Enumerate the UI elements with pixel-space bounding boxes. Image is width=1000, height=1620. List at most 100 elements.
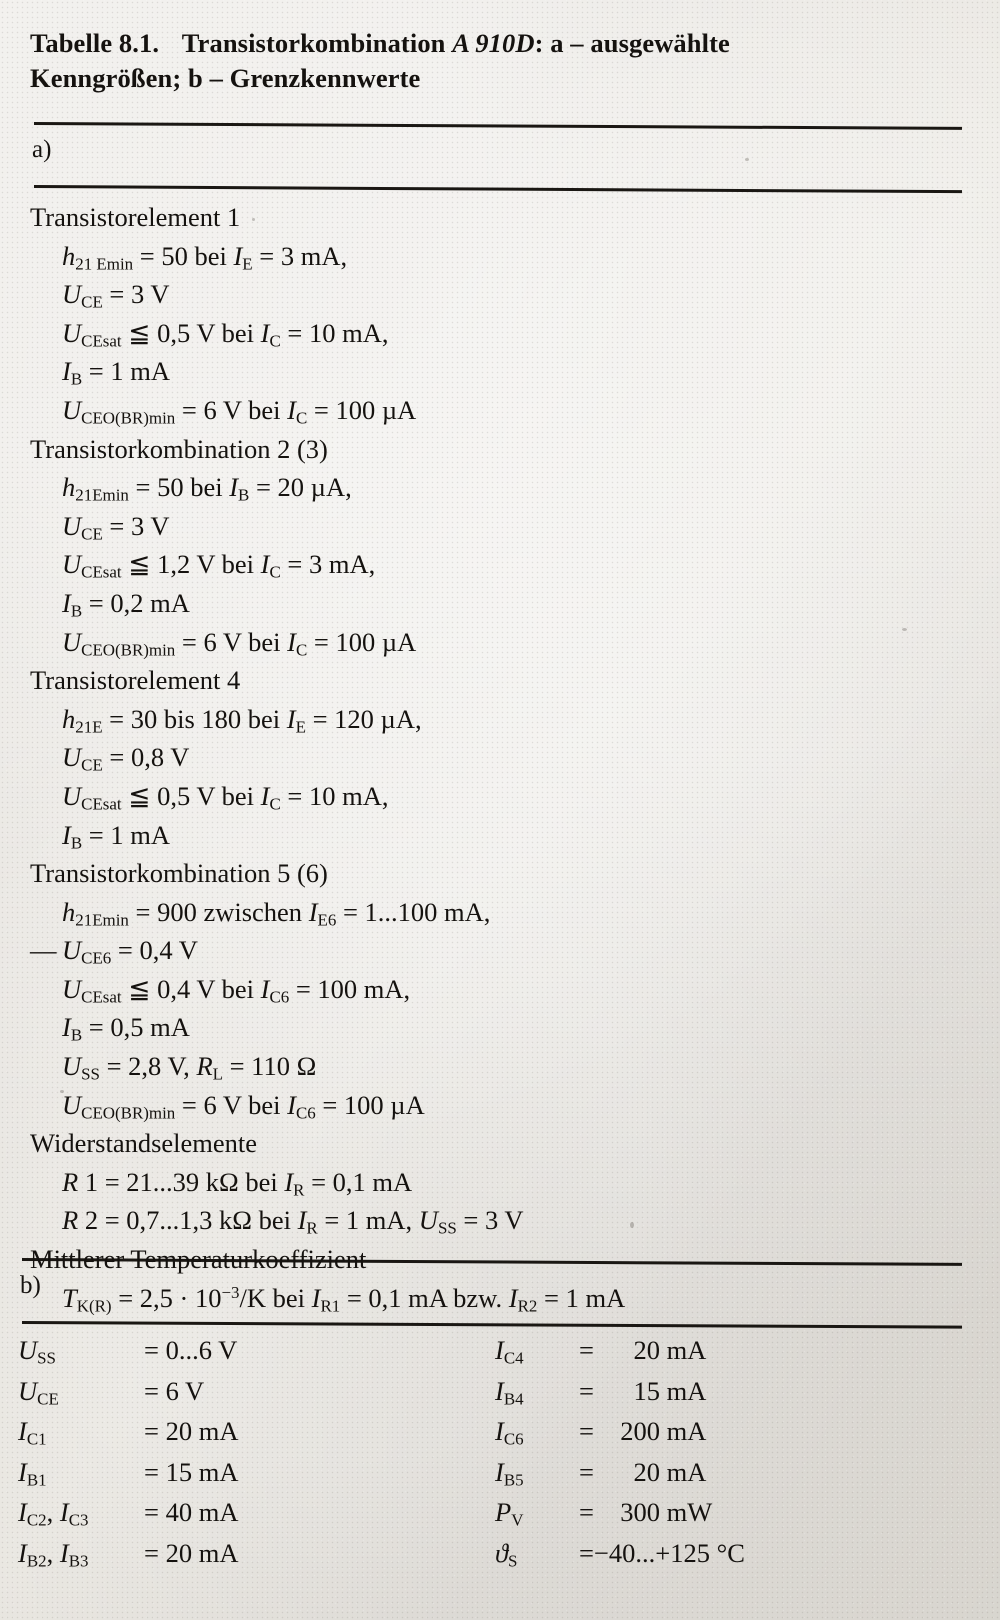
part-b-left-column: USS = 0...6 V UCE = 6 V IC1 = 20 mA IB1 = 15 mA… <box>18 1330 238 1573</box>
row-value: 40 mA <box>165 1497 239 1527</box>
parameter-line: h21Emin = 900 zwischen IE6 = 1...100 mA, <box>62 896 491 930</box>
variable-symbol: I <box>286 703 296 734</box>
subscript: R <box>293 1180 305 1200</box>
row-symbol: IB2, IB3 <box>18 1537 89 1571</box>
subscript: CEO(BR)min <box>81 1103 176 1123</box>
variable-symbol: I <box>260 973 270 1004</box>
subscript: C <box>269 794 281 814</box>
subscript: C <box>295 408 308 428</box>
parameter-line: UCE = 3 V <box>62 510 170 544</box>
variable-symbol: I <box>18 1456 27 1487</box>
variable-symbol: I <box>260 780 270 811</box>
parameter-line: TK(R) = 2,5 · 10−3/K bei IR1 = 0,1 mA bz… <box>62 1282 626 1316</box>
equals-sign: = <box>579 1335 594 1365</box>
row-unit: mA <box>659 1416 707 1446</box>
subscript: SS <box>37 1348 56 1368</box>
variable-symbol: I <box>62 356 71 387</box>
equals-sign: = <box>144 1497 166 1527</box>
row-symbol: USS <box>18 1330 144 1371</box>
row-number: 300 <box>620 1497 660 1527</box>
variable-symbol: U <box>62 742 82 773</box>
subscript: V <box>511 1510 524 1530</box>
row-unit: mW <box>659 1497 713 1527</box>
variable-symbol: I <box>495 1416 504 1446</box>
subscript: C6 <box>503 1429 524 1449</box>
variable-symbol: I <box>495 1375 504 1406</box>
caption-device-name: A 910D <box>452 28 535 58</box>
variable-symbol: U <box>62 394 82 425</box>
parameter-line: UCEsat ≦ 0,4 V bei IC6 = 100 mA, <box>62 973 411 1007</box>
group-heading: Transistorelement 1 <box>30 202 241 232</box>
paper-speck <box>252 218 255 221</box>
rule-under-a <box>33 185 962 194</box>
section-label-b: b) <box>20 1272 41 1299</box>
limit-value-row: IC6 = 200 mA <box>495 1411 745 1452</box>
limit-value-row: IB2, IB3 = 20 mA <box>18 1533 238 1574</box>
row-unit: mA <box>659 1375 707 1406</box>
rule-under-b <box>21 1321 962 1329</box>
variable-symbol: U <box>62 973 82 1004</box>
subscript: C1 <box>26 1429 47 1449</box>
subscript: B <box>70 601 83 621</box>
subscript: C <box>269 563 281 583</box>
subscript: C4 <box>503 1348 524 1368</box>
subscript: CE <box>81 524 103 544</box>
equals-sign: = <box>144 1335 166 1365</box>
row-number: −40...+125 <box>593 1537 710 1568</box>
equals-sign: = <box>144 1537 166 1568</box>
row-number: 15 <box>633 1375 660 1406</box>
rule-top <box>33 122 962 130</box>
parameter-line: UCE = 3 V <box>62 279 170 312</box>
row-value: 6 V <box>165 1375 205 1406</box>
subscript: B <box>238 485 250 505</box>
limit-value-row: PV = 300 mW <box>495 1492 745 1533</box>
variable-symbol: U <box>62 1051 82 1082</box>
variable-symbol: U <box>62 549 82 580</box>
variable-symbol: R <box>62 1205 79 1236</box>
subscript: R2 <box>517 1296 538 1316</box>
subscript: B1 <box>26 1470 47 1490</box>
equals-sign: = <box>579 1497 594 1527</box>
row-unit: mA <box>659 1456 707 1487</box>
variable-symbol: U <box>62 317 82 348</box>
variable-symbol: I <box>260 549 270 580</box>
caption-line-2: Kenngrößen; b – Grenzkennwerte <box>30 63 421 94</box>
row-symbol: IC2, IC3 <box>18 1497 89 1530</box>
limit-value-row: IB1 = 15 mA <box>18 1452 238 1493</box>
equals-sign: = <box>144 1456 166 1487</box>
variable-symbol: I <box>311 1282 321 1313</box>
limit-value-row: IB5 = 20 mA <box>495 1452 745 1493</box>
parameter-line: UCEsat ≦ 0,5 V bei IC = 10 mA, <box>62 317 389 351</box>
row-number: 20 <box>633 1456 660 1487</box>
variable-symbol: I <box>59 1497 69 1527</box>
row-unit: mA <box>659 1335 707 1365</box>
variable-symbol: I <box>287 394 296 425</box>
variable-symbol: I <box>495 1335 504 1365</box>
subscript: CEsat <box>81 794 122 814</box>
subscript: C6 <box>269 987 290 1007</box>
variable-symbol: I <box>62 587 71 618</box>
section-label-a: a) <box>32 136 52 163</box>
row-symbol: PV <box>495 1492 579 1533</box>
limit-value-row: IC4 = 20 mA <box>495 1330 745 1371</box>
subscript: B <box>70 370 83 390</box>
subscript: B2 <box>26 1551 47 1571</box>
variable-symbol: I <box>229 472 239 503</box>
subscript: CE <box>81 292 103 312</box>
parameter-line: IB = 1 mA <box>62 356 170 390</box>
variable-symbol: I <box>297 1205 307 1236</box>
variable-symbol: h <box>62 896 76 927</box>
parameter-line: UCEsat ≦ 0,5 V bei IC = 10 mA, <box>62 780 389 814</box>
row-unit: °C <box>709 1537 745 1568</box>
caption-title-2: : a – ausgewählte <box>534 28 730 58</box>
variable-symbol: T <box>62 1282 77 1313</box>
parameter-line: IB = 0,2 mA <box>62 587 190 621</box>
variable-symbol: U <box>62 1089 82 1120</box>
equals-sign: = <box>579 1537 594 1568</box>
subscript: R <box>306 1219 318 1239</box>
parameter-line: IB = 1 mA <box>62 819 170 853</box>
parameter-line: IB = 0,5 mA <box>62 1012 190 1046</box>
